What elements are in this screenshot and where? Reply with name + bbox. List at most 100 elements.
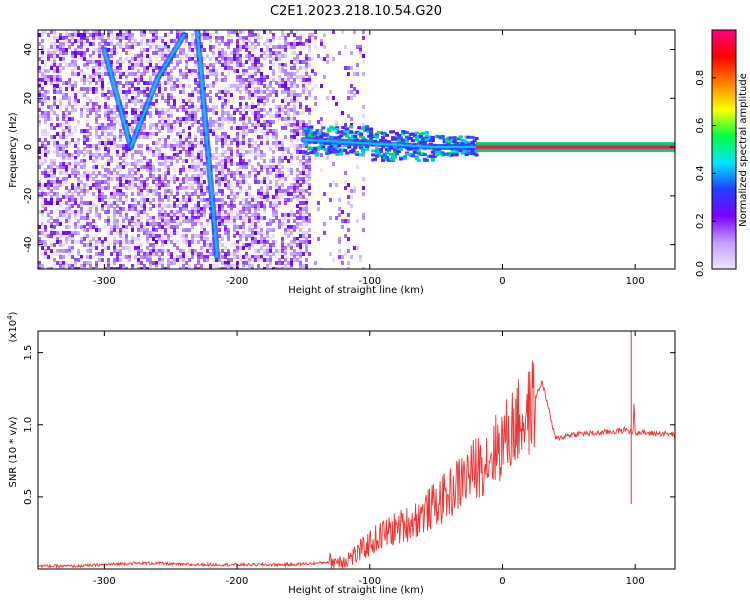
heatmap-cell xyxy=(353,87,356,91)
heatmap-cell xyxy=(275,255,278,259)
heatmap-cell xyxy=(299,159,302,163)
heatmap-cell xyxy=(266,228,269,232)
heatmap-cell xyxy=(131,111,134,115)
heatmap-cell xyxy=(278,117,281,121)
heatmap-cell xyxy=(95,213,98,217)
heatmap-cell xyxy=(41,240,44,244)
heatmap-cell xyxy=(104,129,107,133)
band-cell xyxy=(353,135,358,139)
heatmap-cell xyxy=(251,195,254,199)
heatmap-cell xyxy=(80,33,83,37)
heatmap-cell xyxy=(98,156,101,160)
heatmap-cell xyxy=(251,111,254,115)
heatmap-cell xyxy=(185,159,188,163)
heatmap-cell xyxy=(125,216,128,220)
heatmap-cell xyxy=(188,264,191,268)
heatmap-cell xyxy=(290,213,293,217)
heatmap-cell xyxy=(206,198,209,202)
heatmap-cell xyxy=(146,54,149,58)
heatmap-cell xyxy=(230,153,233,157)
heatmap-cell xyxy=(68,156,71,160)
heatmap-cell xyxy=(242,204,245,208)
heatmap-cell xyxy=(305,267,308,269)
heatmap-cell xyxy=(158,180,161,184)
heatmap-cell xyxy=(350,84,353,88)
heatmap-cell xyxy=(140,129,143,133)
heatmap-cell xyxy=(275,138,278,142)
heatmap-cell xyxy=(299,183,302,187)
heatmap-cell xyxy=(218,234,221,238)
heatmap-cell xyxy=(353,30,356,34)
heatmap-cell xyxy=(353,246,356,250)
heatmap-cell xyxy=(206,30,209,34)
heatmap-cell xyxy=(299,243,302,247)
heatmap-cell xyxy=(182,147,185,151)
heatmap-cell xyxy=(161,153,164,157)
heatmap-cell xyxy=(275,195,278,199)
heatmap-cell xyxy=(302,189,305,193)
heatmap-cell xyxy=(158,168,161,172)
heatmap-cell xyxy=(119,189,122,193)
heatmap-cell xyxy=(263,207,266,211)
heatmap-cell xyxy=(164,231,167,235)
heatmap-cell xyxy=(275,189,278,193)
heatmap-cell xyxy=(308,90,311,94)
heatmap-cell xyxy=(158,120,161,124)
heatmap-cell xyxy=(254,39,257,43)
heatmap-cell xyxy=(209,63,212,67)
heatmap-cell xyxy=(221,102,224,106)
heatmap-cell xyxy=(47,33,50,37)
heatmap-cell xyxy=(293,228,296,232)
heatmap-cell xyxy=(107,147,110,151)
heatmap-cell xyxy=(233,174,236,178)
heatmap-cell xyxy=(245,78,248,82)
heatmap-cell xyxy=(362,123,365,127)
heatmap-cell xyxy=(38,264,41,268)
heatmap-cell xyxy=(59,57,62,61)
heatmap-cell xyxy=(242,87,245,91)
heatmap-cell xyxy=(284,189,287,193)
heatmap-cell xyxy=(104,153,107,157)
band-cell xyxy=(329,145,334,149)
heatmap-cell xyxy=(101,204,104,208)
heatmap-cell xyxy=(176,144,179,148)
heatmap-cell xyxy=(74,141,77,145)
heatmap-cell xyxy=(242,219,245,223)
heatmap-cell xyxy=(212,264,215,268)
heatmap-cell xyxy=(353,189,356,193)
heatmap-cell xyxy=(125,153,128,157)
heatmap-cell xyxy=(272,87,275,91)
heatmap-cell xyxy=(101,165,104,169)
heatmap-cell xyxy=(227,159,230,163)
heatmap-cell xyxy=(308,213,311,217)
heatmap-cell xyxy=(296,99,299,103)
heatmap-cell xyxy=(71,195,74,199)
heatmap-cell xyxy=(218,66,221,70)
heatmap-cell xyxy=(212,129,215,133)
heatmap-cell xyxy=(242,165,245,169)
heatmap-cell xyxy=(80,198,83,202)
heatmap-cell xyxy=(281,237,284,241)
heatmap-cell xyxy=(263,252,266,256)
heatmap-cell xyxy=(170,159,173,163)
heatmap-cell xyxy=(185,72,188,76)
heatmap-cell xyxy=(245,126,248,130)
heatmap-cell xyxy=(233,69,236,73)
heatmap-cell xyxy=(308,183,311,187)
heatmap-cell xyxy=(107,42,110,46)
heatmap-cell xyxy=(200,234,203,238)
heatmap-cell xyxy=(101,195,104,199)
heatmap-cell xyxy=(221,261,224,265)
heatmap-cell xyxy=(248,195,251,199)
heatmap-cell xyxy=(65,87,68,91)
heatmap-cell xyxy=(344,186,347,190)
heatmap-cell xyxy=(251,45,254,49)
heatmap-cell xyxy=(50,45,53,49)
heatmap-cell xyxy=(266,240,269,244)
heatmap-cell xyxy=(164,117,167,121)
heatmap-cell xyxy=(290,66,293,70)
heatmap-cell xyxy=(233,117,236,121)
heatmap-cell xyxy=(158,90,161,94)
band-cell xyxy=(383,139,388,143)
band-cell xyxy=(363,138,368,142)
